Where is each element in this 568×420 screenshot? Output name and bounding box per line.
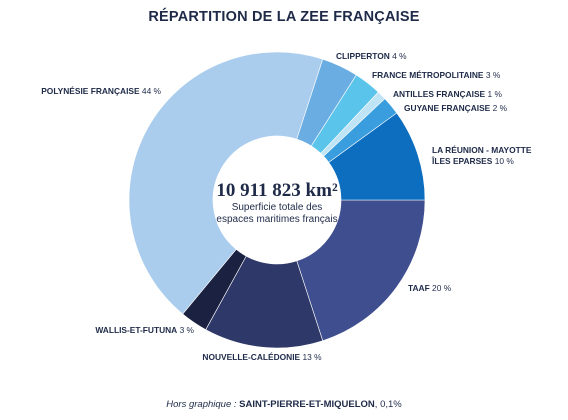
label-nouvelle-caledonie-value: 13 % [302, 352, 322, 362]
label-wallis-et-futuna-value: 3 % [180, 325, 195, 335]
label-clipperton-name: CLIPPERTON [336, 51, 390, 61]
label-guyane-francaise: GUYANE FRANÇAISE 2 % [404, 103, 508, 113]
donut-slices [128, 51, 426, 349]
label-wallis-et-futuna-name: WALLIS-ET-FUTUNA [95, 325, 177, 335]
label-iles-eparses: ÎLES EPARSES 10 % [431, 155, 514, 166]
center-caption-line1: Superficie totale des [232, 202, 323, 213]
label-nouvelle-caledonie: NOUVELLE-CALÉDONIE 13 % [202, 351, 322, 362]
label-clipperton: CLIPPERTON 4 % [336, 51, 407, 61]
label-taaf-value: 20 % [432, 283, 452, 293]
label-france-metropolitaine: FRANCE MÉTROPOLITAINE 3 % [372, 69, 501, 80]
label-la-reunion-mayotte: LA RÉUNION - MAYOTTE [432, 144, 532, 155]
footnote-prefix: Hors graphique : [166, 399, 240, 410]
label-france-metropolitaine-name: FRANCE MÉTROPOLITAINE [372, 69, 484, 80]
label-la-reunion-mayotte-name: LA RÉUNION - MAYOTTE [432, 144, 532, 155]
page-title: RÉPARTITION DE LA ZEE FRANÇAISE [148, 9, 420, 25]
label-la-reunion-mayotte-value: 10 % [495, 156, 515, 166]
label-clipperton-value: 4 % [392, 51, 407, 61]
slice-la-reunion-mayotte [328, 112, 426, 201]
slice-polynesie-francaise [128, 51, 324, 315]
label-antilles-francaise: ANTILLES FRANÇAISE 1 % [393, 89, 502, 99]
label-antilles-francaise-value: 1 % [487, 89, 502, 99]
label-polynesie-francaise: POLYNÉSIE FRANÇAISE 44 % [41, 85, 161, 96]
footnote: Hors graphique : SAINT-PIERRE-ET-MIQUELO… [0, 399, 568, 410]
footnote-value: , 0,1% [374, 399, 402, 410]
slice-taaf [296, 199, 426, 342]
label-taaf: TAAF 20 % [408, 283, 452, 293]
label-guyane-francaise-name: GUYANE FRANÇAISE [404, 103, 491, 113]
center-caption-line2: espaces maritimes français [216, 214, 337, 225]
label-nouvelle-caledonie-name: NOUVELLE-CALÉDONIE [202, 351, 300, 362]
label-antilles-francaise-name: ANTILLES FRANÇAISE [393, 89, 486, 99]
center-total-value: 10 911 823 km² [216, 180, 338, 201]
label-france-metropolitaine-value: 3 % [486, 70, 501, 80]
label-iles-eparses-name: ÎLES EPARSES [431, 155, 493, 166]
label-polynesie-francaise-name: POLYNÉSIE FRANÇAISE [41, 85, 140, 96]
footnote-name: SAINT-PIERRE-ET-MIQUELON [239, 399, 375, 410]
label-taaf-name: TAAF [408, 283, 430, 293]
label-guyane-francaise-value: 2 % [493, 103, 508, 113]
label-wallis-et-futuna: WALLIS-ET-FUTUNA 3 % [95, 325, 194, 335]
label-polynesie-francaise-value: 44 % [142, 86, 162, 96]
